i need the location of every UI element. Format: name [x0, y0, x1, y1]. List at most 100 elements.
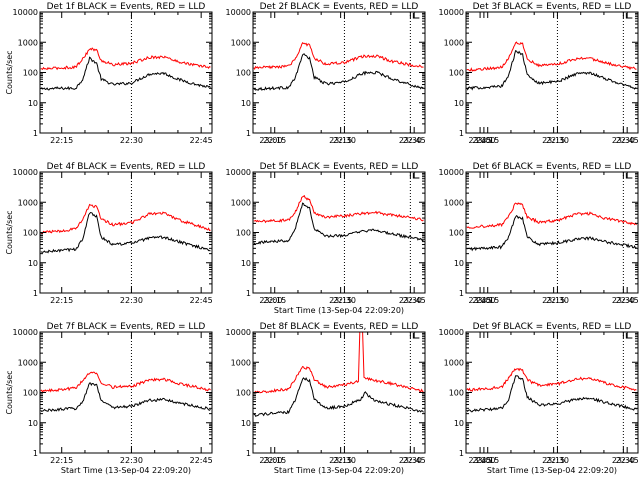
x-tick-label: 22:15 [476, 136, 499, 145]
y-tick-label: 1 [246, 289, 251, 298]
x-tick-label: 23:15 [542, 136, 565, 145]
x-tick-label: 23:00 [259, 296, 282, 305]
y-tick-label: 100 [449, 389, 464, 398]
plot-frame [39, 11, 213, 134]
x-axis-label: Start Time (13-Sep-04 22:09:20) [274, 306, 404, 315]
x-tick-label: 22:45 [190, 136, 213, 145]
x-tick-label: 22:30 [333, 296, 356, 305]
y-tick-label: 10000 [439, 168, 464, 177]
detector-panel-8: Det 8f BLACK = Events, RED = LLD 1 10 100 10… [226, 322, 635, 475]
y-tick-label: 100 [23, 69, 38, 78]
detector-panel-9: Det 9f BLACK = Events, RED = LLD 1 10 100 10… [439, 322, 639, 475]
x-tick-label: 22:15 [263, 136, 286, 145]
x-tick-label: 22:30 [546, 456, 569, 465]
y-axis-label: Counts/sec [5, 210, 14, 254]
y-tick-label: 1 [33, 129, 38, 138]
x-tick-label: 23:30 [399, 136, 422, 145]
y-tick-label: 1000 [444, 358, 464, 367]
x-tick-label: 22:45 [616, 136, 639, 145]
x-tick-label: 22:45 [616, 296, 639, 305]
y-tick-label: 10 [241, 99, 251, 108]
x-tick-label: 23:30 [399, 456, 422, 465]
y-tick-label: 1000 [444, 38, 464, 47]
x-tick-label: 22:15 [50, 136, 73, 145]
panel-title: Det 8f BLACK = Events, RED = LLD [260, 322, 419, 332]
y-tick-label: 10 [28, 99, 38, 108]
x-tick-label: 23:15 [329, 296, 352, 305]
x-tick-label: 23:15 [329, 456, 352, 465]
x-tick-label: 22:45 [190, 296, 213, 305]
y-tick-label: 10 [28, 259, 38, 268]
panel-title: Det 2f BLACK = Events, RED = LLD [260, 2, 419, 12]
x-tick-label: 22:15 [263, 456, 286, 465]
y-tick-label: 1000 [231, 38, 251, 47]
x-axis-label: Start Time (13-Sep-04 22:09:20) [61, 466, 191, 475]
x-tick-label: 23:15 [329, 136, 352, 145]
y-tick-label: 10000 [13, 328, 38, 337]
plot-frame [465, 331, 639, 454]
series-line-black [253, 202, 424, 245]
series-line-red [466, 367, 637, 392]
x-tick-label: 23:30 [612, 136, 635, 145]
y-tick-label: 10000 [226, 8, 251, 17]
series-line-black [253, 377, 424, 417]
x-tick-label: 23:45 [469, 136, 492, 145]
y-tick-label: 1 [33, 289, 38, 298]
plot-frame [39, 171, 213, 294]
detector-panel-1: Det 1f BLACK = Events, RED = LLD 1 10 100 10… [5, 2, 492, 145]
y-tick-label: 10 [454, 99, 464, 108]
panel-title: Det 7f BLACK = Events, RED = LLD [47, 322, 206, 332]
corner-marker [412, 333, 420, 339]
x-tick-label: 23:00 [472, 136, 495, 145]
plot-frame [252, 331, 426, 454]
panel-title: Det 6f BLACK = Events, RED = LLD [473, 162, 632, 172]
plot-frame [252, 11, 426, 134]
y-tick-label: 10000 [439, 8, 464, 17]
y-tick-label: 1 [246, 129, 251, 138]
y-tick-label: 100 [23, 389, 38, 398]
plot-frame [465, 171, 639, 294]
y-tick-label: 100 [236, 389, 251, 398]
x-tick-label: 22:45 [403, 456, 426, 465]
y-tick-label: 10000 [13, 8, 38, 17]
x-tick-label: 23:45 [469, 456, 492, 465]
detector-panel-4: Det 4f BLACK = Events, RED = LLD 1 10 100 10… [5, 162, 492, 305]
x-tick-label: 22:30 [120, 296, 143, 305]
y-tick-label: 10 [28, 419, 38, 428]
panel-title: Det 4f BLACK = Events, RED = LLD [47, 162, 206, 172]
x-axis-label: Start Time (13-Sep-04 22:09:20) [274, 466, 404, 475]
y-tick-label: 1 [246, 449, 251, 458]
series-line-black [40, 56, 211, 91]
series-line-red [40, 203, 211, 234]
y-tick-label: 1000 [18, 358, 38, 367]
y-tick-label: 100 [449, 69, 464, 78]
y-tick-label: 10 [241, 419, 251, 428]
x-tick-label: 22:30 [120, 136, 143, 145]
x-tick-label: 22:30 [120, 456, 143, 465]
x-tick-label: 23:30 [399, 296, 422, 305]
x-tick-label: 22:45 [190, 456, 213, 465]
series-line-red [253, 331, 424, 394]
detector-panel-7: Det 7f BLACK = Events, RED = LLD 1 10 100 10… [5, 322, 492, 475]
series-line-black [253, 53, 424, 91]
x-tick-label: 22:30 [546, 136, 569, 145]
x-tick-label: 22:45 [616, 456, 639, 465]
corner-marker [625, 13, 633, 19]
series-line-black [40, 382, 211, 413]
x-tick-label: 22:45 [403, 296, 426, 305]
y-tick-label: 1000 [18, 198, 38, 207]
x-tick-label: 22:30 [333, 136, 356, 145]
x-tick-label: 23:15 [542, 296, 565, 305]
detector-panel-3: Det 3f BLACK = Events, RED = LLD 1 10 100 10… [439, 2, 639, 145]
x-tick-label: 22:30 [546, 296, 569, 305]
x-tick-label: 22:15 [50, 456, 73, 465]
series-line-black [40, 211, 211, 254]
y-tick-label: 1 [459, 129, 464, 138]
x-tick-label: 23:00 [259, 456, 282, 465]
panel-title: Det 5f BLACK = Events, RED = LLD [260, 162, 419, 172]
plot-frame [39, 331, 213, 454]
y-tick-label: 1000 [444, 198, 464, 207]
panel-title: Det 1f BLACK = Events, RED = LLD [47, 2, 206, 12]
y-tick-label: 1000 [18, 38, 38, 47]
